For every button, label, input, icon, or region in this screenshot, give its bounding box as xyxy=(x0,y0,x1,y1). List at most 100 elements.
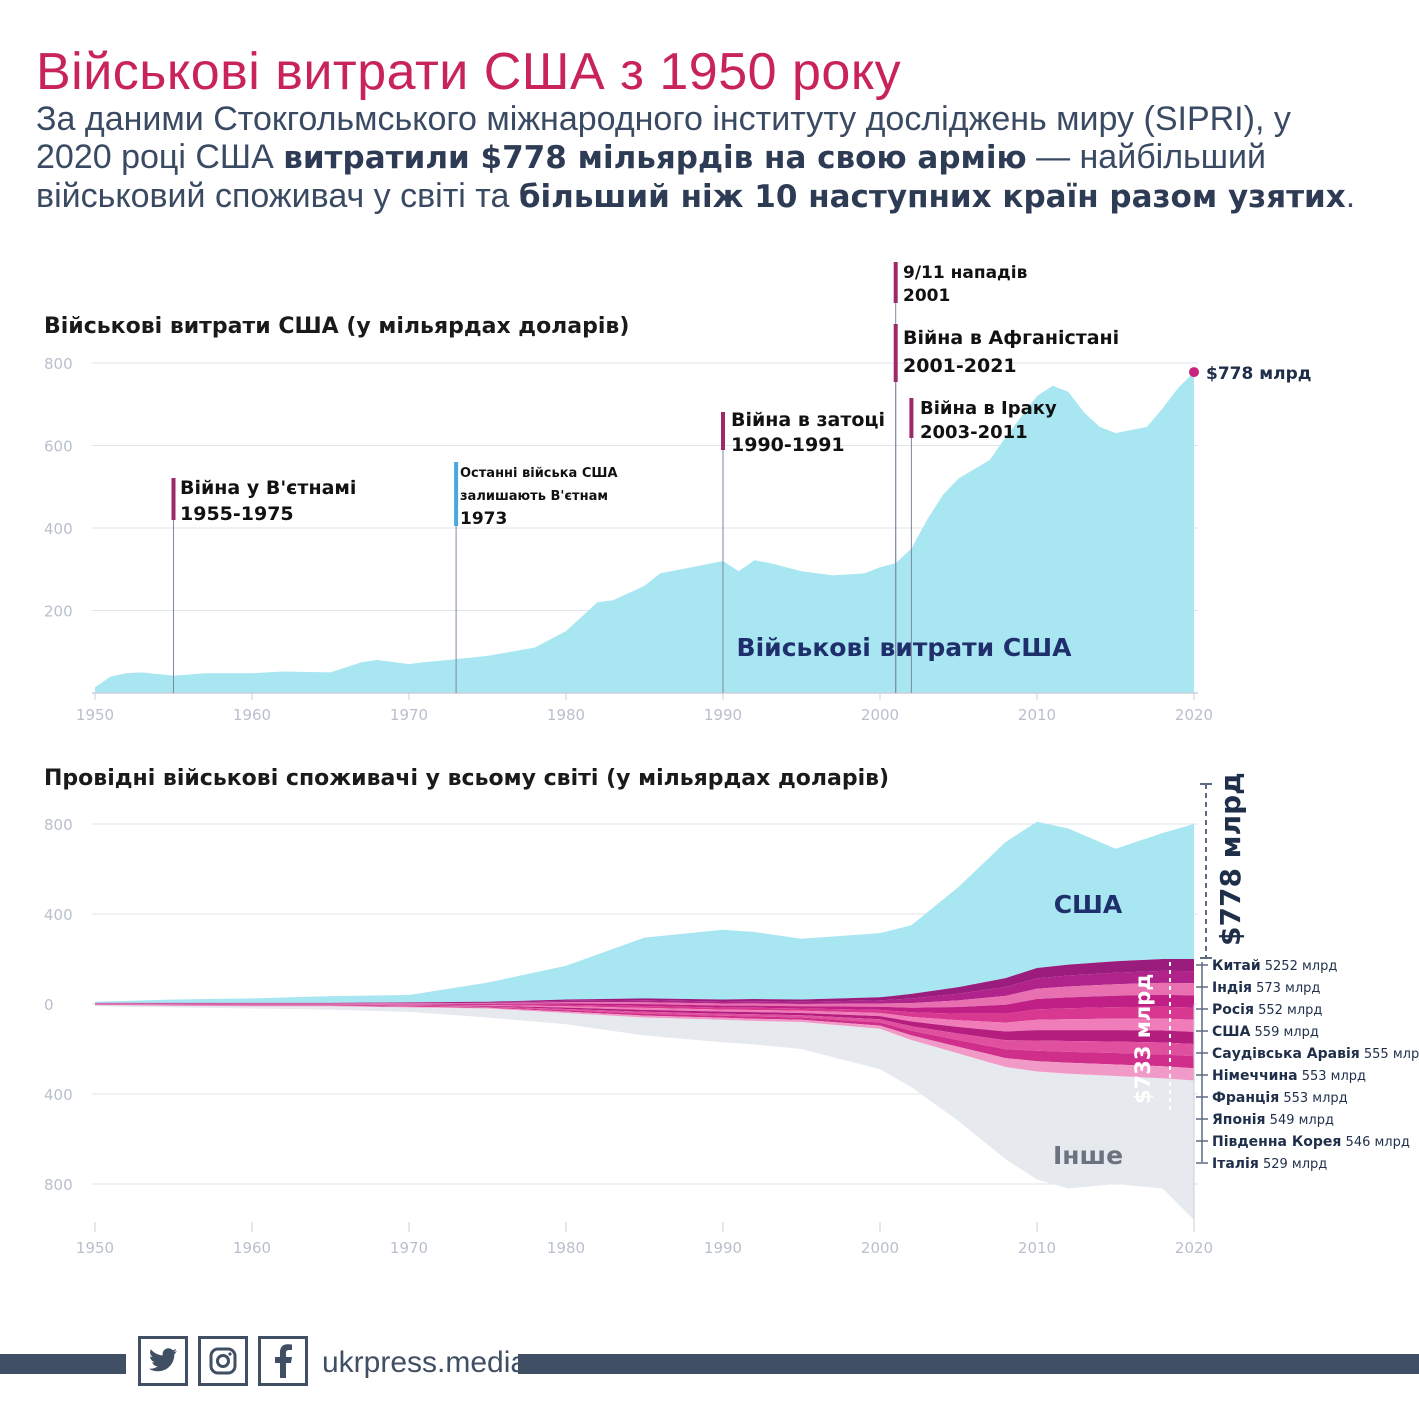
y-tick-label: 0 xyxy=(44,996,54,1014)
chart2-svg: 800 400 0 400 800 1950 1960 1970 1980 1990 2000 201… xyxy=(44,772,1419,1257)
end-point-label: $778 млрд xyxy=(1206,364,1311,384)
country-name: Китай xyxy=(1212,958,1261,974)
country-name: США xyxy=(1212,1024,1251,1040)
lead-text-1: За даними Стокгольмського міжнародного і… xyxy=(36,100,1291,176)
country-label: США 559 млрд xyxy=(1212,1024,1319,1040)
country-band xyxy=(95,1004,1194,1057)
lead-text-2: — найбільший військовий споживач у світі… xyxy=(36,138,1267,215)
event-year-label: 1990-1991 xyxy=(731,434,845,456)
event-label: Війна в Іраку xyxy=(920,398,1057,419)
country-label: Саудівська Аравія 555 млрд xyxy=(1212,1046,1419,1062)
us-spending-area xyxy=(95,372,1194,693)
x-tick-label: 2000 xyxy=(861,1239,899,1257)
x-tick-label: 1980 xyxy=(547,1239,585,1257)
x-tick-label: 2020 xyxy=(1175,1239,1213,1257)
x-tick-label: 1960 xyxy=(233,706,271,724)
other-area-label: Інше xyxy=(1053,1141,1123,1170)
other-area xyxy=(95,1005,1194,1220)
site-name[interactable]: ukrpress.media xyxy=(322,1346,528,1379)
x-tick-label: 1990 xyxy=(704,1239,742,1257)
event-marker xyxy=(893,324,898,382)
x-tick-label: 1980 xyxy=(547,706,585,724)
facebook-icon[interactable] xyxy=(258,1336,308,1386)
event-marker xyxy=(893,262,898,303)
y-tick-label: 800 xyxy=(44,355,73,373)
event-marker xyxy=(909,398,914,438)
event-label: Війна в затоці xyxy=(731,409,885,431)
y-tick-label: 600 xyxy=(44,438,73,456)
country-name: Німеччина xyxy=(1212,1068,1298,1084)
lead-bold-2: більший ніж 10 наступних країн разом узя… xyxy=(518,179,1346,215)
country-value: 549 млрд xyxy=(1266,1113,1334,1128)
chart1-title: Військові витрати США (у мільярдах долар… xyxy=(44,314,630,339)
country-value: 552 млрд xyxy=(1254,1003,1322,1018)
instagram-icon[interactable] xyxy=(198,1336,248,1386)
event-label: залишають В'єтнам xyxy=(460,489,608,504)
country-name: Саудівська Аравія xyxy=(1212,1046,1360,1062)
usa-area xyxy=(95,821,1194,1003)
x-tick-label: 1970 xyxy=(390,1239,428,1257)
country-band xyxy=(95,982,1194,1008)
x-tick-label: 1970 xyxy=(390,706,428,724)
others-total-label: $733 млрд xyxy=(1131,974,1155,1104)
event-label: Останні війська США xyxy=(460,466,618,481)
country-name: Японія xyxy=(1212,1112,1266,1128)
lead-text-3: . xyxy=(1345,177,1356,215)
y-tick-label: 400 xyxy=(44,520,73,538)
country-name: Індія xyxy=(1212,980,1252,996)
country-value: 573 млрд xyxy=(1252,981,1320,996)
event-marker xyxy=(171,478,176,520)
x-tick-label: 2000 xyxy=(861,706,899,724)
end-point-marker xyxy=(1189,367,1199,378)
chart2-title: Провідні військові споживачі у всьому св… xyxy=(44,766,890,791)
country-label: Японія 549 млрд xyxy=(1212,1112,1334,1128)
event-year-label: 2001 xyxy=(903,286,950,306)
footer-bar-right xyxy=(518,1354,1419,1374)
x-tick-label: 1950 xyxy=(76,706,114,724)
footer-bar-left xyxy=(0,1354,126,1374)
x-tick-label: 2020 xyxy=(1175,706,1213,724)
twitter-icon[interactable] xyxy=(138,1336,188,1386)
y-tick-label: 800 xyxy=(44,816,73,834)
country-band xyxy=(95,1004,1194,1044)
event-year-label: 2001-2021 xyxy=(903,355,1017,377)
lead-bold-1: витратили $778 мільярдів на свою армію xyxy=(283,140,1027,176)
country-name: Росія xyxy=(1212,1002,1254,1018)
country-value: 5252 млрд xyxy=(1261,959,1338,974)
country-label: Росія 552 млрд xyxy=(1212,1002,1322,1018)
page-title: Військові витрати США з 1950 року xyxy=(36,43,902,101)
country-label: Південна Корея 546 млрд xyxy=(1212,1134,1410,1150)
country-label: Китай 5252 млрд xyxy=(1212,958,1337,974)
country-label: Італія 529 млрд xyxy=(1212,1156,1327,1172)
x-tick-label: 2010 xyxy=(1018,1239,1056,1257)
series-label: Військові витрати США xyxy=(737,633,1073,662)
event-year-label: 1955-1975 xyxy=(180,503,294,525)
event-label: Війна в Афганістані xyxy=(903,327,1119,349)
y-tick-label: 800 xyxy=(44,1176,73,1194)
country-value: 553 млрд xyxy=(1279,1091,1347,1106)
country-name: Франція xyxy=(1212,1090,1279,1106)
event-marker xyxy=(454,462,459,526)
lead-paragraph: За даними Стокгольмського міжнародного і… xyxy=(36,100,1366,216)
event-label: 9/11 нападів xyxy=(903,263,1028,283)
usa-area-label: США xyxy=(1054,890,1123,919)
us-total-label: $778 млрд xyxy=(1214,772,1247,946)
country-band xyxy=(95,994,1194,1014)
country-band xyxy=(95,1004,1194,1069)
country-value: 559 млрд xyxy=(1250,1025,1318,1040)
event-label: Війна у В'єтнамі xyxy=(180,477,356,499)
country-value: 546 млрд xyxy=(1341,1135,1409,1150)
country-band xyxy=(95,1004,1194,1081)
event-year-label: 2003-2011 xyxy=(920,422,1028,443)
country-label: Німеччина 553 млрд xyxy=(1212,1068,1366,1084)
chart1-svg: 200 400 600 800 1950 1960 1970 1980 1990 2000 2010… xyxy=(44,262,1311,724)
y-tick-label: 400 xyxy=(44,906,73,924)
country-value: 553 млрд xyxy=(1298,1069,1366,1084)
x-tick-label: 1950 xyxy=(76,1239,114,1257)
country-name: Італія xyxy=(1212,1156,1259,1172)
event-marker xyxy=(721,412,725,450)
country-band xyxy=(95,1003,1194,1023)
x-tick-label: 1960 xyxy=(233,1239,271,1257)
event-year-label: 1973 xyxy=(460,509,507,529)
country-label: Індія 573 млрд xyxy=(1212,980,1320,996)
